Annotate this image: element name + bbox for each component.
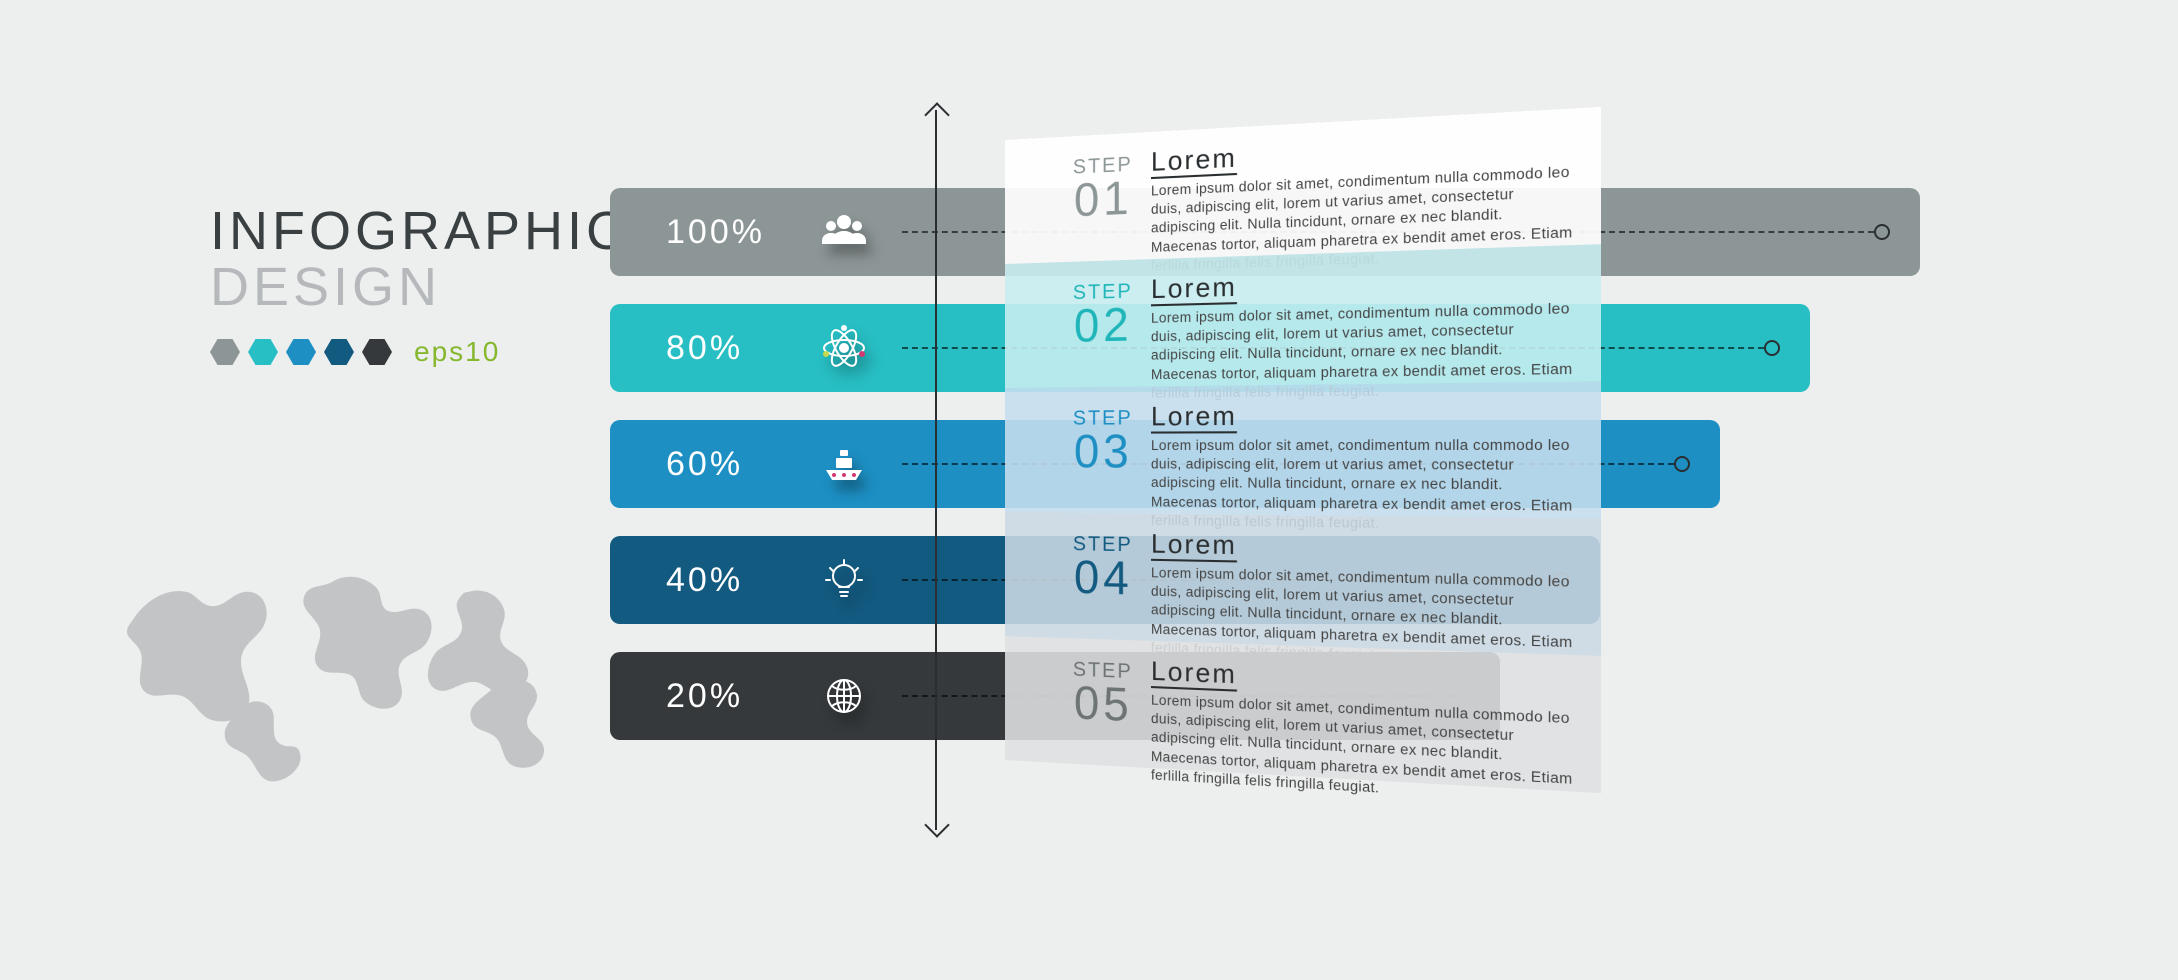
header: INFOGRAPHIC DESIGN eps10 xyxy=(210,200,629,368)
bulb-icon xyxy=(820,556,868,604)
bar-percent: 80% xyxy=(666,329,743,368)
people-icon xyxy=(820,208,868,256)
vertical-axis-arrow xyxy=(935,110,937,830)
bar-percent: 100% xyxy=(666,213,765,252)
bar-percent: 20% xyxy=(666,677,743,716)
step-text: LoremLorem ipsum dolor sit amet, condime… xyxy=(1151,397,1577,507)
eps-label: eps10 xyxy=(414,336,500,368)
bar-end-dot xyxy=(1874,224,1890,240)
hex-icon xyxy=(286,339,316,365)
step-title: Lorem xyxy=(1151,528,1577,568)
step-title: Lorem xyxy=(1151,397,1577,432)
step-text: LoremLorem ipsum dolor sit amet, condime… xyxy=(1151,124,1577,249)
step-row: STEP01LoremLorem ipsum dolor sit amet, c… xyxy=(1005,107,1601,264)
step-body: Lorem ipsum dolor sit amet, condimentum … xyxy=(1151,691,1577,809)
step-number: 05 xyxy=(1074,682,1133,727)
step-title: Lorem xyxy=(1151,260,1577,305)
bar-percent: 60% xyxy=(666,445,743,484)
bar-percent: 40% xyxy=(666,561,743,600)
step-text: LoremLorem ipsum dolor sit amet, condime… xyxy=(1151,528,1577,644)
hex-icon xyxy=(324,339,354,365)
step-text: LoremLorem ipsum dolor sit amet, condime… xyxy=(1151,260,1577,376)
title-line-1: INFOGRAPHIC xyxy=(210,200,629,262)
hex-icon xyxy=(210,339,240,365)
hex-icon xyxy=(248,339,278,365)
step-side: STEP03 xyxy=(1024,401,1133,503)
step-side: STEP05 xyxy=(1024,651,1133,757)
world-map-icon xyxy=(110,540,590,800)
step-text: LoremLorem ipsum dolor sit amet, condime… xyxy=(1151,655,1577,781)
ship-icon xyxy=(820,440,868,488)
hex-icon xyxy=(362,339,392,365)
step-number: 01 xyxy=(1074,177,1133,222)
step-number: 02 xyxy=(1074,304,1133,347)
step-side: STEP01 xyxy=(1024,147,1133,253)
step-side: STEP04 xyxy=(1024,526,1133,630)
step-panel: STEP01LoremLorem ipsum dolor sit amet, c… xyxy=(1005,107,1601,793)
step-row: STEP04LoremLorem ipsum dolor sit amet, c… xyxy=(1005,512,1601,656)
step-side: STEP02 xyxy=(1024,274,1133,378)
title-line-2: DESIGN xyxy=(210,256,629,318)
step-number: 04 xyxy=(1074,556,1133,599)
bar-end-dot xyxy=(1674,456,1690,472)
step-row: STEP03LoremLorem ipsum dolor sit amet, c… xyxy=(1005,381,1601,518)
step-number: 03 xyxy=(1074,431,1133,473)
globe-icon xyxy=(820,672,868,720)
step-row: STEP02LoremLorem ipsum dolor sit amet, c… xyxy=(1005,244,1601,388)
hex-legend: eps10 xyxy=(210,336,629,368)
step-row: STEP05LoremLorem ipsum dolor sit amet, c… xyxy=(1005,636,1601,793)
atom-icon xyxy=(820,324,868,372)
bar-end-dot xyxy=(1764,340,1780,356)
